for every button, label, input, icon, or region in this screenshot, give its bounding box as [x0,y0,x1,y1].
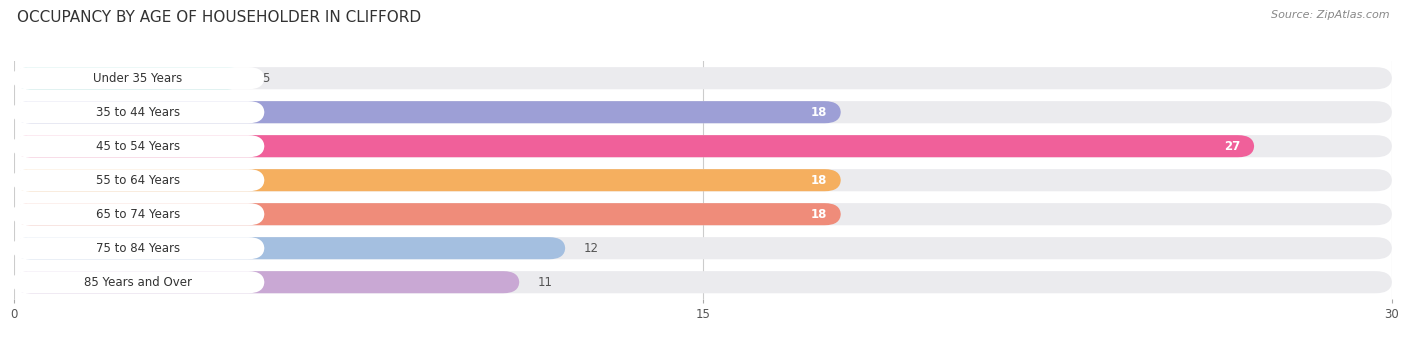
Text: Under 35 Years: Under 35 Years [93,72,183,85]
FancyBboxPatch shape [14,169,841,191]
FancyBboxPatch shape [14,135,1254,157]
FancyBboxPatch shape [14,169,1392,191]
Text: 35 to 44 Years: 35 to 44 Years [96,106,180,119]
Text: 45 to 54 Years: 45 to 54 Years [96,140,180,153]
Text: 65 to 74 Years: 65 to 74 Years [96,208,180,221]
FancyBboxPatch shape [11,203,264,225]
FancyBboxPatch shape [11,135,264,157]
FancyBboxPatch shape [14,67,1392,89]
FancyBboxPatch shape [14,135,1392,157]
FancyBboxPatch shape [11,67,264,89]
Text: 27: 27 [1225,140,1240,153]
FancyBboxPatch shape [14,203,841,225]
FancyBboxPatch shape [14,101,1392,123]
FancyBboxPatch shape [11,169,264,191]
Text: 18: 18 [811,106,827,119]
Text: 85 Years and Over: 85 Years and Over [84,276,193,289]
Text: 75 to 84 Years: 75 to 84 Years [96,242,180,255]
Text: 18: 18 [811,208,827,221]
FancyBboxPatch shape [14,271,519,293]
Text: OCCUPANCY BY AGE OF HOUSEHOLDER IN CLIFFORD: OCCUPANCY BY AGE OF HOUSEHOLDER IN CLIFF… [17,10,420,25]
FancyBboxPatch shape [11,271,264,293]
Text: 5: 5 [262,72,270,85]
Text: 11: 11 [537,276,553,289]
FancyBboxPatch shape [14,237,565,259]
FancyBboxPatch shape [14,237,1392,259]
FancyBboxPatch shape [14,101,841,123]
Text: 18: 18 [811,174,827,187]
FancyBboxPatch shape [14,271,1392,293]
FancyBboxPatch shape [14,203,1392,225]
Text: 12: 12 [583,242,599,255]
FancyBboxPatch shape [14,67,243,89]
FancyBboxPatch shape [11,237,264,259]
Text: Source: ZipAtlas.com: Source: ZipAtlas.com [1271,10,1389,20]
Text: 55 to 64 Years: 55 to 64 Years [96,174,180,187]
FancyBboxPatch shape [11,101,264,123]
